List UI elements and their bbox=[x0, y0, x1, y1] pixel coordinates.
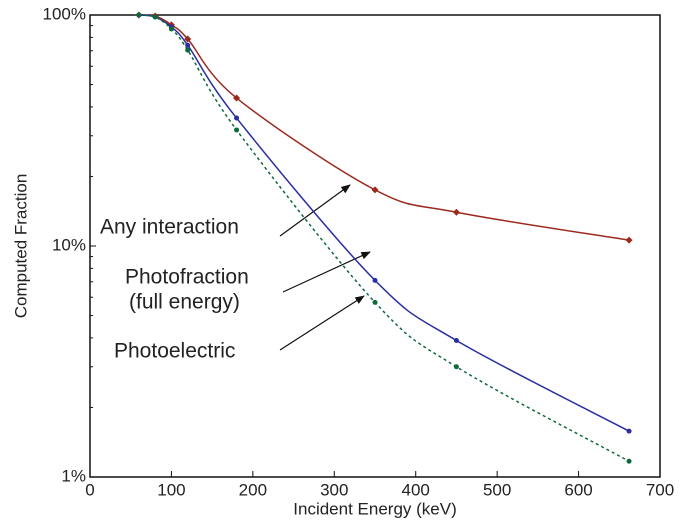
marker bbox=[626, 428, 632, 434]
annotation-arrow bbox=[279, 295, 365, 351]
series-line bbox=[138, 14, 630, 241]
marker bbox=[184, 35, 192, 43]
marker bbox=[136, 12, 142, 18]
x-tick-label: 0 bbox=[85, 480, 94, 499]
x-tick-label: 700 bbox=[646, 480, 674, 499]
marker bbox=[233, 94, 241, 102]
marker bbox=[185, 42, 191, 48]
x-tick-label: 600 bbox=[564, 480, 592, 499]
annotation: (full energy) bbox=[129, 291, 240, 314]
x-tick-label: 200 bbox=[239, 480, 267, 499]
annotation-arrow bbox=[279, 184, 351, 237]
annotation-arrow bbox=[282, 251, 371, 293]
y-axis-label: Computed Fraction bbox=[11, 174, 30, 319]
marker bbox=[372, 277, 378, 283]
marker bbox=[625, 236, 633, 244]
marker bbox=[626, 458, 632, 464]
marker bbox=[371, 186, 379, 194]
x-tick-label: 500 bbox=[483, 480, 511, 499]
marker bbox=[234, 127, 240, 133]
y-tick-label: 100% bbox=[43, 4, 86, 23]
marker bbox=[185, 47, 191, 53]
x-tick-label: 300 bbox=[320, 480, 348, 499]
annotation: Photofraction bbox=[125, 266, 249, 289]
plot-frame bbox=[89, 14, 661, 478]
marker bbox=[452, 208, 460, 216]
x-tick-label: 100 bbox=[157, 480, 185, 499]
marker bbox=[453, 337, 459, 343]
annotation: Photoelectric bbox=[114, 340, 235, 363]
series-line bbox=[138, 14, 630, 462]
marker bbox=[168, 26, 174, 32]
annotation: Any interaction bbox=[100, 216, 239, 239]
marker bbox=[372, 299, 378, 305]
x-axis-label: Incident Energy (keV) bbox=[293, 499, 456, 518]
marker bbox=[234, 115, 240, 121]
y-tick-label: 10% bbox=[52, 235, 86, 254]
marker bbox=[453, 364, 459, 370]
x-tick-label: 400 bbox=[402, 480, 430, 499]
y-tick-label: 1% bbox=[61, 466, 86, 485]
marker bbox=[152, 14, 158, 20]
